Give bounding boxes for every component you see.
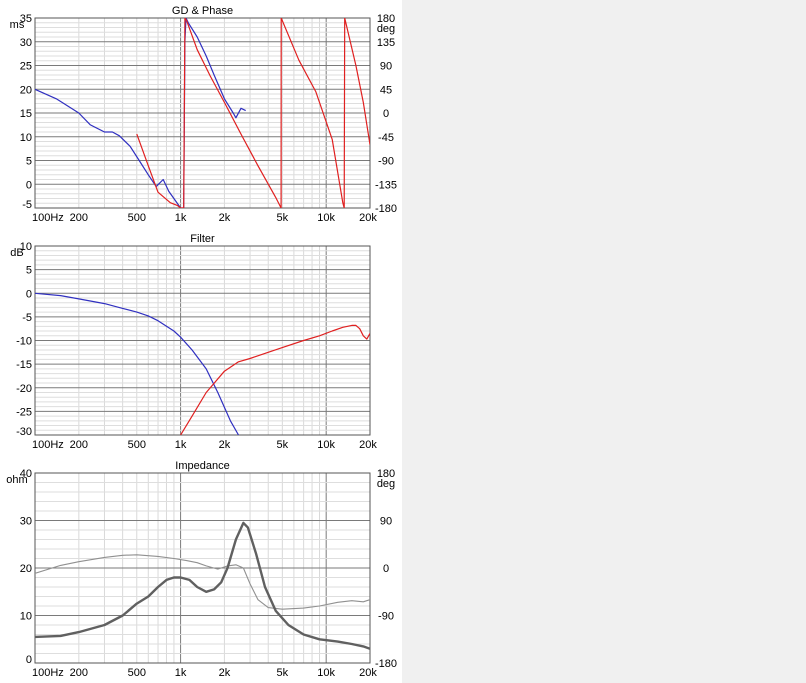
x-tick-label: 200	[70, 667, 88, 679]
y2-unit-label: deg	[377, 23, 395, 35]
x-tick-label: 100Hz	[32, 439, 64, 451]
plot-frame	[34, 17, 371, 209]
gd-phase-chart: GD & Phase 35 30 25 20 15 10 5 0 -5 ms 180 135 90 45 0 -…	[0, 0, 402, 228]
x-tick-label: 5k	[277, 439, 289, 451]
plot-frame	[34, 245, 371, 436]
y-tick-label: -15	[16, 359, 32, 371]
y-tick-label: 30	[20, 37, 32, 49]
chart-svg-5: Impedance 40 30 20 10 0 ohm 180 90 0 -90 -180 deg 100…	[6, 460, 397, 679]
y-tick-label: 5	[26, 156, 32, 168]
y2-tick-label: 180	[377, 468, 395, 480]
chart-title: Filter	[190, 233, 215, 245]
x-tick-label: 500	[128, 667, 146, 679]
y2-tick-label: -45	[378, 132, 394, 144]
x-tick-label: 1k	[175, 667, 187, 679]
series-line-1	[136, 18, 370, 208]
y2-tick-label: 135	[377, 37, 395, 49]
series-line-0	[35, 292, 240, 435]
y-tick-label: 0	[26, 288, 32, 300]
x-tick-label: 500	[128, 212, 146, 224]
x-tick-label: 20k	[359, 212, 377, 224]
x-tick-label: 2k	[219, 439, 231, 451]
y2-tick-label: 45	[380, 84, 392, 96]
series-line-1	[180, 324, 370, 435]
y-tick-label: -25	[16, 406, 32, 418]
x-tick-label: 500	[128, 439, 146, 451]
y2-unit-label: deg	[377, 478, 395, 490]
y2-tick-label: -90	[378, 611, 394, 623]
x-tick-label: 1k	[175, 439, 187, 451]
y-unit-label: dB	[10, 247, 23, 259]
y-tick-label: 5	[26, 265, 32, 277]
y-tick-label: -5	[22, 199, 32, 211]
x-tick-label: 2k	[219, 667, 231, 679]
y-tick-label: -10	[16, 336, 32, 348]
x-tick-label: 100Hz	[32, 212, 64, 224]
chart-svg-1: GD & Phase 35 30 25 20 15 10 5 0 -5 ms 180 135 90 45 0 -…	[10, 5, 397, 224]
y2-tick-label: 90	[380, 516, 392, 528]
x-tick-label: 200	[70, 212, 88, 224]
chart-title: GD & Phase	[172, 5, 233, 17]
filter-chart: Filter 10 5 0 -5 -10 -15 -20 -25 -30 dB 100Hz 200 500…	[0, 228, 402, 455]
x-tick-label: 5k	[277, 667, 289, 679]
y2-tick-label: 180	[377, 13, 395, 25]
y2-tick-label: 0	[383, 563, 389, 575]
x-tick-label: 10k	[317, 212, 335, 224]
y-tick-label: 10	[20, 241, 32, 253]
series-group	[35, 18, 370, 208]
x-tick-label: 10k	[317, 667, 335, 679]
y2-tick-label: 0	[383, 108, 389, 120]
y-tick-label: 15	[20, 108, 32, 120]
series-line-1	[35, 521, 370, 650]
y-tick-label: 25	[20, 61, 32, 73]
chart-svg-3: Filter 10 5 0 -5 -10 -15 -20 -25 -30 dB 100Hz 200 500…	[10, 233, 377, 451]
y2-tick-label: -90	[378, 156, 394, 168]
x-tick-label: 20k	[359, 667, 377, 679]
y-tick-label: 35	[20, 13, 32, 25]
y-tick-label: 0	[26, 179, 32, 191]
y-tick-label: 20	[20, 563, 32, 575]
x-tick-label: 20k	[359, 439, 377, 451]
y-tick-label: -30	[16, 426, 32, 438]
chart-title: Impedance	[175, 460, 229, 472]
x-tick-label: 5k	[277, 212, 289, 224]
x-tick-label: 100Hz	[32, 667, 64, 679]
y2-tick-label: -135	[375, 179, 397, 191]
series-group	[35, 292, 370, 435]
y-tick-label: 10	[20, 611, 32, 623]
series-group	[35, 521, 370, 650]
y2-tick-label: 90	[380, 61, 392, 73]
y-tick-label: 40	[20, 468, 32, 480]
x-tick-label: 2k	[219, 212, 231, 224]
y-tick-label: 10	[20, 132, 32, 144]
impedance-chart: Impedance 40 30 20 10 0 ohm 180 90 0 -90 -180 deg 100…	[0, 455, 402, 683]
y2-tick-label: -180	[375, 203, 397, 215]
y-tick-label: -5	[22, 312, 32, 324]
series-line-0	[35, 18, 246, 208]
x-tick-label: 200	[70, 439, 88, 451]
y-tick-label: 30	[20, 516, 32, 528]
x-tick-label: 1k	[175, 212, 187, 224]
y-tick-label: 20	[20, 84, 32, 96]
y2-tick-label: -180	[375, 658, 397, 670]
x-tick-label: 10k	[317, 439, 335, 451]
y-tick-label: 0	[26, 654, 32, 666]
y-unit-label: ms	[10, 19, 25, 31]
y-unit-label: ohm	[6, 474, 27, 486]
y-tick-label: -20	[16, 383, 32, 395]
plot-frame	[34, 472, 371, 664]
